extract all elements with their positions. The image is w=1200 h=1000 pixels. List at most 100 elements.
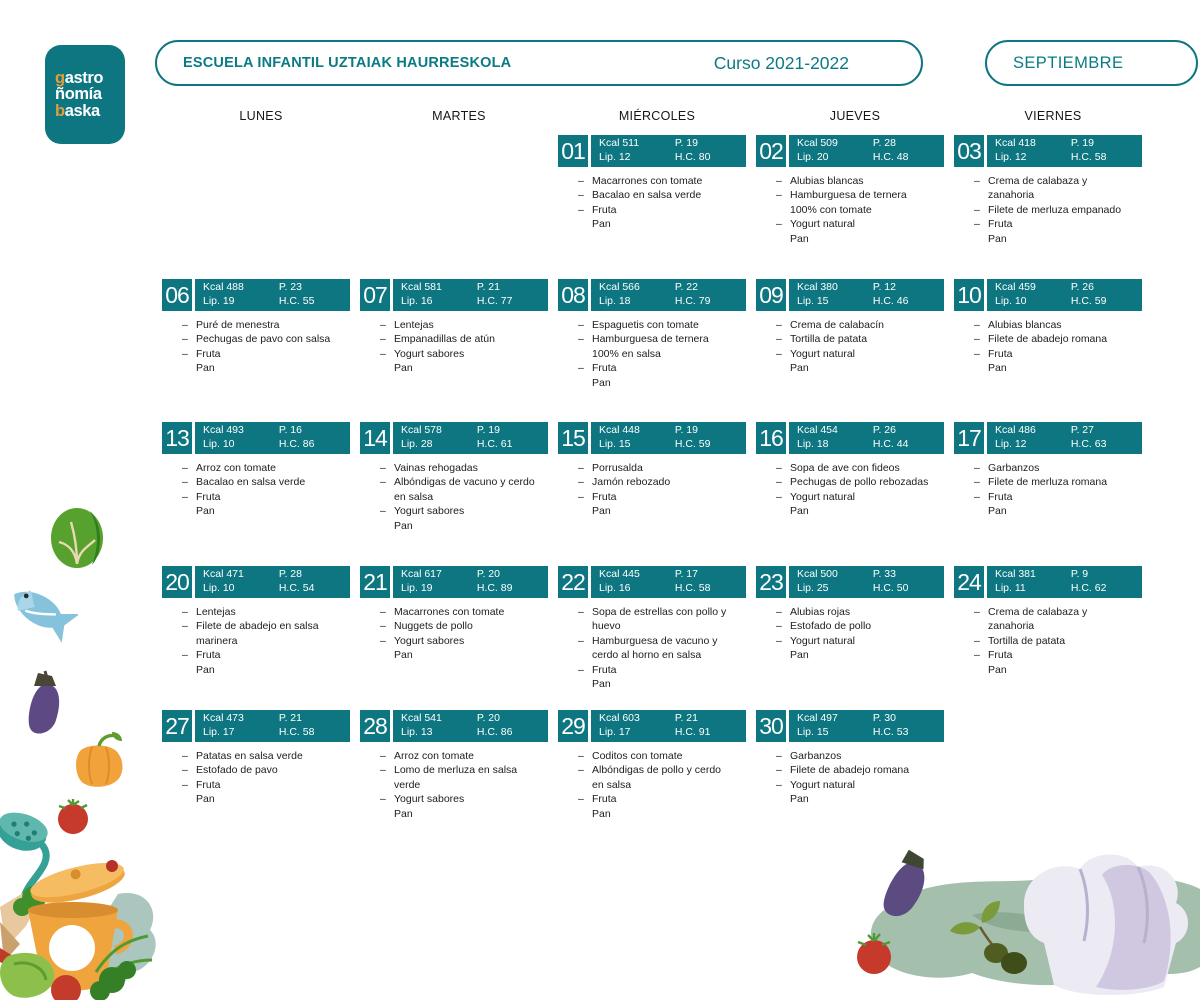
menu-item: Patatas en salsa verde (162, 749, 338, 764)
menu-list: Alubias blancasHamburguesa de ternera 10… (756, 174, 944, 246)
logo-text-line: ñomía (55, 85, 102, 104)
lipids-value: Lip. 11 (995, 582, 1026, 594)
weekday-jueves: JUEVES (829, 109, 881, 123)
kcal-value: Kcal 617 (401, 568, 442, 581)
protein-value: P. 19 (476, 424, 500, 437)
menu-item: Pan (790, 362, 809, 375)
day-number: 28 (360, 710, 390, 742)
menu-item: Filete de abadejo en salsa marinera (162, 619, 338, 648)
weekday-martes: MARTES (432, 109, 486, 123)
menu-item: Hamburguesa de ternera 100% con tomate (756, 188, 932, 217)
day-nutrition: Kcal 581 P. 21 Lip. 16 H.C. 77 (393, 279, 548, 311)
lipids-value: Lip. 10 (203, 438, 235, 450)
menu-item: Bacalao en salsa verde (558, 188, 734, 203)
day-nutrition: Kcal 448 P. 19 Lip. 15 H.C. 59 (591, 422, 746, 454)
day-cell: 28 Kcal 541 P. 20 Lip. 13 H.C. 86 Arroz … (360, 710, 548, 821)
menu-item: Fruta (558, 361, 734, 376)
menu-item: Pan (592, 218, 611, 231)
kcal-value: Kcal 578 (401, 424, 442, 437)
day-cell: 16 Kcal 454 P. 26 Lip. 18 H.C. 44 Sopa d… (756, 422, 944, 519)
menu-list: Alubias blancasFilete de abadejo romanaF… (954, 318, 1142, 376)
carbs-value: H.C. 58 (674, 582, 711, 594)
menu-item: Vainas rehogadas (360, 461, 536, 476)
menu-item: Puré de menestra (162, 318, 338, 333)
day-nutrition: Kcal 493 P. 16 Lip. 10 H.C. 86 (195, 422, 350, 454)
day-number: 23 (756, 566, 786, 598)
menu-item: Garbanzos (954, 461, 1130, 476)
menu-item: Estofado de pollo (756, 619, 932, 634)
day-header-band: 08 Kcal 566 P. 22 Lip. 18 H.C. 79 (558, 279, 746, 311)
lipids-value: Lip. 28 (401, 438, 433, 450)
menu-item: Macarrones con tomate (360, 605, 536, 620)
kcal-value: Kcal 448 (599, 424, 640, 437)
menu-item: Fruta (558, 490, 734, 505)
protein-value: P. 16 (278, 424, 302, 437)
menu-list: Macarrones con tomateBacalao en salsa ve… (558, 174, 746, 232)
protein-value: P. 20 (476, 568, 500, 581)
kcal-value: Kcal 581 (401, 281, 442, 294)
day-number: 21 (360, 566, 390, 598)
menu-item: Filete de abadejo romana (756, 763, 932, 778)
carbs-value: H.C. 91 (674, 726, 711, 738)
day-number: 16 (756, 422, 786, 454)
protein-value: P. 27 (1070, 424, 1094, 437)
protein-value: P. 19 (674, 424, 698, 437)
day-nutrition: Kcal 500 P. 33 Lip. 25 H.C. 50 (789, 566, 944, 598)
protein-value: P. 9 (1070, 568, 1089, 581)
menu-item: Fruta (558, 203, 734, 218)
menu-item: Alubias blancas (756, 174, 932, 189)
kcal-value: Kcal 445 (599, 568, 640, 581)
carbs-value: H.C. 58 (1070, 151, 1107, 163)
menu-item: Pan (790, 232, 809, 245)
carbs-value: H.C. 79 (674, 295, 711, 307)
protein-value: P. 26 (1070, 281, 1094, 294)
carbs-value: H.C. 55 (278, 295, 315, 307)
carbs-value: H.C. 80 (674, 151, 711, 163)
lipids-value: Lip. 19 (401, 582, 433, 594)
day-nutrition: Kcal 511 P. 19 Lip. 12 H.C. 80 (591, 135, 746, 167)
carbs-value: H.C. 86 (476, 726, 513, 738)
kcal-value: Kcal 509 (797, 137, 838, 150)
menu-item: Yogurt natural (756, 634, 932, 649)
lipids-value: Lip. 15 (797, 726, 829, 738)
protein-value: P. 21 (278, 712, 302, 725)
menu-item: Sopa de ave con fideos (756, 461, 932, 476)
menu-item: Pan (592, 505, 611, 518)
menu-list: Crema de calabacínTortilla de patataYogu… (756, 318, 944, 376)
menu-list: GarbanzosFilete de abadejo romanaYogurt … (756, 749, 944, 807)
lipids-value: Lip. 12 (995, 438, 1027, 450)
day-header-band: 13 Kcal 493 P. 16 Lip. 10 H.C. 86 (162, 422, 350, 454)
day-cell: 10 Kcal 459 P. 26 Lip. 10 H.C. 59 Alubia… (954, 279, 1142, 376)
day-cell: 22 Kcal 445 P. 17 Lip. 16 H.C. 58 Sopa d… (558, 566, 746, 692)
lipids-value: Lip. 20 (797, 151, 829, 163)
carbs-value: H.C. 63 (1070, 438, 1107, 450)
day-header-band: 03 Kcal 418 P. 19 Lip. 12 H.C. 58 (954, 135, 1142, 167)
lipids-value: Lip. 16 (401, 295, 433, 307)
day-number: 24 (954, 566, 984, 598)
menu-item: Filete de abadejo romana (954, 332, 1130, 347)
day-nutrition: Kcal 459 P. 26 Lip. 10 H.C. 59 (987, 279, 1142, 311)
menu-list: Macarrones con tomateNuggets de polloYog… (360, 605, 548, 663)
eggplant-illustration (28, 670, 60, 734)
day-cell: 03 Kcal 418 P. 19 Lip. 12 H.C. 58 Crema … (954, 135, 1142, 246)
day-cell: 01 Kcal 511 P. 19 Lip. 12 H.C. 80 Macarr… (558, 135, 746, 232)
protein-value: P. 19 (674, 137, 698, 150)
menu-item: Jamón rebozado (558, 475, 734, 490)
menu-item: Bacalao en salsa verde (162, 475, 338, 490)
menu-list: Sopa de ave con fideosPechugas de pollo … (756, 461, 944, 519)
menu-item: Hamburguesa de vacuno y cerdo al horno e… (558, 634, 734, 663)
lipids-value: Lip. 12 (599, 151, 631, 163)
menu-item: Fruta (162, 778, 338, 793)
ladle-illustration (0, 812, 50, 911)
day-number: 08 (558, 279, 588, 311)
lipids-value: Lip. 16 (599, 582, 631, 594)
menu-item: Lentejas (360, 318, 536, 333)
menu-item: Crema de calabaza y zanahoria (954, 174, 1130, 203)
menu-item: Yogurt natural (756, 217, 932, 232)
menu-item: Alubias blancas (954, 318, 1130, 333)
protein-value: P. 28 (278, 568, 302, 581)
day-nutrition: Kcal 473 P. 21 Lip. 17 H.C. 58 (195, 710, 350, 742)
day-number: 29 (558, 710, 588, 742)
menu-list: LentejasFilete de abadejo en salsa marin… (162, 605, 350, 677)
day-header-band: 28 Kcal 541 P. 20 Lip. 13 H.C. 86 (360, 710, 548, 742)
